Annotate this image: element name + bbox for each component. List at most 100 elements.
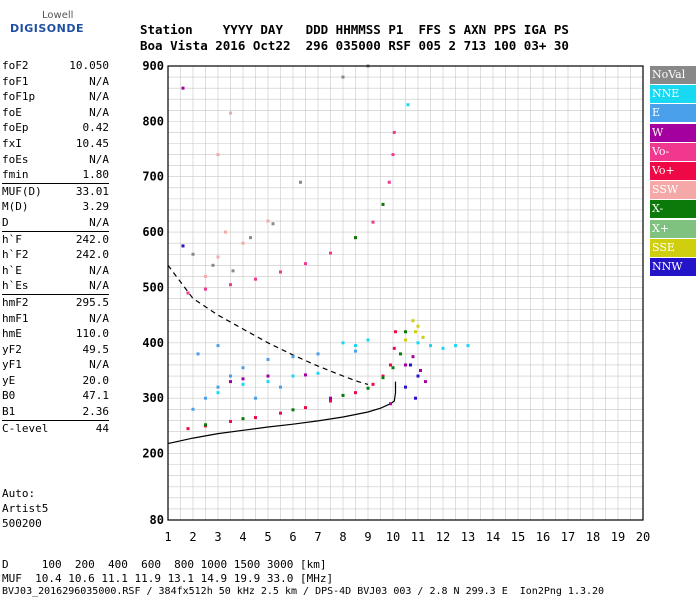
param-row: h`F2 242.0 [2, 247, 109, 263]
x-tick-label: 19 [611, 530, 625, 544]
polarization-legend: NoVal NNE E W Vo- Vo+ SSW X- X+ SSE NNW [650, 66, 696, 277]
echo-point [366, 386, 370, 390]
echo-point [341, 393, 345, 397]
legend-entry: NNW [650, 257, 696, 276]
param-value: 1.80 [82, 168, 110, 182]
param-row: B1 2.36 [2, 404, 109, 420]
echo-point [271, 222, 275, 226]
x-tick-label: 12 [436, 530, 450, 544]
echo-point [406, 103, 410, 107]
echo-point [391, 153, 395, 157]
echo-point [254, 396, 257, 400]
legend-entry: W [650, 123, 696, 142]
echo-point [241, 366, 245, 370]
echo-point [241, 417, 245, 421]
file-info-line: BVJ03_2016296035000.RSF / 384fx512h 50 k… [2, 586, 605, 597]
x-tick-label: 11 [411, 530, 425, 544]
param-value: N/A [89, 279, 109, 293]
echo-point [414, 396, 417, 400]
echo-point [186, 291, 190, 295]
echo-point [266, 219, 270, 223]
x-tick-label: 18 [586, 530, 600, 544]
x-tick-label: 7 [314, 530, 321, 544]
echo-point [411, 355, 415, 359]
x-tick-label: 20 [636, 530, 650, 544]
y-tick-label: 900 [142, 59, 164, 73]
echo-point [394, 330, 397, 334]
param-row: yF2 49.5 [2, 342, 109, 358]
auto-version: 500200 [2, 517, 42, 530]
echo-point [409, 363, 412, 367]
param-value: N/A [89, 358, 109, 372]
echo-point [204, 274, 207, 278]
echo-point [416, 374, 420, 378]
param-row: yF1 N/A [2, 357, 109, 373]
echo-point [229, 111, 232, 115]
param-name: fmin [2, 168, 29, 182]
param-row: h`E N/A [2, 263, 109, 279]
echo-point [466, 344, 470, 348]
param-name: foEs [2, 152, 29, 166]
echo-point [186, 427, 190, 431]
legend-entry: X- [650, 200, 696, 219]
echo-point [304, 373, 307, 377]
param-row: foF2 10.050 [2, 58, 109, 74]
x-tick-label: 5 [264, 530, 271, 544]
header-field-values: Boa Vista 2016 Oct22 296 035000 RSF 005 … [140, 38, 569, 53]
auto-label: Auto: [2, 487, 36, 500]
echo-point [316, 352, 320, 356]
echo-point [204, 287, 207, 291]
echo-point [329, 251, 332, 255]
param-value: 0.42 [82, 121, 110, 135]
param-row: M(D) 3.29 [2, 199, 109, 215]
y-tick-label: 600 [142, 225, 164, 239]
echo-point [181, 86, 185, 90]
legend-entry: NoVal [650, 66, 696, 84]
param-row: B0 47.1 [2, 388, 109, 404]
echo-point [391, 366, 395, 370]
y-tick-label: 700 [142, 170, 164, 184]
param-row: foEp 0.42 [2, 120, 109, 136]
echo-point [266, 374, 270, 378]
param-value: 44 [95, 421, 109, 435]
y-tick-label: 400 [142, 336, 164, 350]
echo-point [329, 396, 332, 400]
legend-entry: SSW [650, 181, 696, 200]
echo-point [424, 380, 427, 384]
param-name: D [2, 215, 9, 229]
echo-point [416, 341, 420, 345]
logo-line-1: Lowell [42, 10, 74, 21]
auto-program: Artist5 [2, 502, 49, 515]
param-row: hmF1 N/A [2, 311, 109, 327]
dashed-curve [167, 264, 369, 385]
param-name: hmF2 [2, 295, 29, 309]
param-value: N/A [89, 263, 109, 277]
x-tick-label: 17 [561, 530, 575, 544]
param-row: D N/A [2, 215, 109, 231]
param-value: 10.45 [75, 136, 109, 150]
param-row: C-level 44 [2, 421, 109, 437]
param-row: h`Es N/A [2, 278, 109, 294]
echo-point [392, 346, 396, 350]
echo-point [216, 255, 220, 259]
param-name: foF2 [2, 59, 29, 72]
echo-point [381, 374, 385, 378]
echo-point [241, 241, 245, 245]
param-value: 49.5 [82, 342, 110, 356]
param-value: 20.0 [82, 373, 110, 387]
param-name: hmF1 [2, 311, 29, 325]
param-name: B1 [2, 405, 16, 419]
echo-point [371, 220, 375, 224]
echo-point [224, 230, 227, 234]
echo-point [196, 352, 200, 356]
range-scale-line: D 100 200 400 600 800 1000 1500 3000 [km… [2, 558, 327, 571]
param-row: yE 20.0 [2, 373, 109, 389]
echo-point [316, 371, 320, 375]
x-tick-label: 4 [239, 530, 246, 544]
x-tick-label: 2 [189, 530, 196, 544]
echo-point [341, 75, 345, 79]
echo-point [266, 357, 270, 361]
echo-point [211, 263, 215, 267]
x-tick-label: 3 [214, 530, 221, 544]
